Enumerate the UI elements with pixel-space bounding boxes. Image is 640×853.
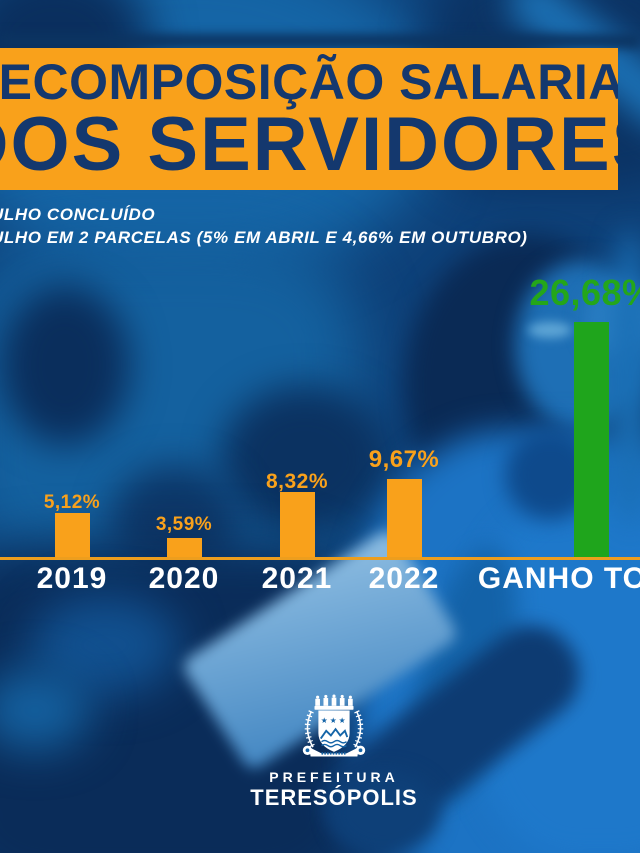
axis-label-year: 2020: [148, 562, 220, 595]
bar-2020: [167, 538, 202, 557]
bar-2019: [55, 513, 90, 557]
subtitle-line1: ULHO CONCLUÍDO: [0, 205, 156, 224]
headline-banner: RECOMPOSIÇÃO SALARIAL DOS SERVIDORES: [0, 48, 618, 190]
bar-total-gain: [574, 322, 609, 557]
logo-text-teresopolis: TERESÓPOLIS: [250, 785, 418, 810]
photo-woman-hand: [330, 770, 440, 853]
bar-2022: [387, 479, 422, 557]
chart-baseline: [0, 557, 640, 560]
bar-value-label: 3,59%: [155, 514, 213, 535]
photo-blob-head: [0, 285, 130, 445]
subtitle-line2: ULHO EM 2 PARCELAS (5% EM ABRIL E 4,66% …: [0, 228, 528, 247]
prefeitura-logo: ★ ★ ★ PREFEITURA TERESÓPOLIS: [214, 694, 454, 809]
logo-text-prefeitura: PREFEITURA: [269, 769, 399, 785]
svg-text:★: ★: [339, 716, 346, 725]
bar-value-label: 8,32%: [265, 470, 329, 493]
axis-label-year: 2019: [36, 562, 108, 595]
axis-label-year: 2021: [261, 562, 333, 595]
headline-line1: RECOMPOSIÇÃO SALARIAL: [0, 53, 618, 110]
bar-value-label: 9,67%: [368, 446, 440, 473]
photo-blob: [0, 34, 640, 48]
axis-label-total-gain: GANHO TOTAL: [477, 562, 640, 595]
photo-blob: [610, 230, 640, 530]
bar-2021: [280, 492, 315, 557]
photo-woman-smile: [528, 322, 572, 338]
headline-line2: DOS SERVIDORES: [0, 101, 618, 187]
axis-label-year: 2022: [368, 562, 440, 595]
coat-of-arms-icon: ★ ★ ★: [302, 694, 366, 757]
svg-text:★: ★: [330, 716, 337, 725]
subtitle-block: ULHO CONCLUÍDO ULHO EM 2 PARCELAS (5% EM…: [0, 203, 640, 249]
photo-blob: [0, 670, 90, 750]
bar-value-label-total: 26,68%: [529, 272, 640, 313]
svg-text:★: ★: [321, 716, 328, 725]
bar-value-label: 5,12%: [43, 492, 101, 513]
